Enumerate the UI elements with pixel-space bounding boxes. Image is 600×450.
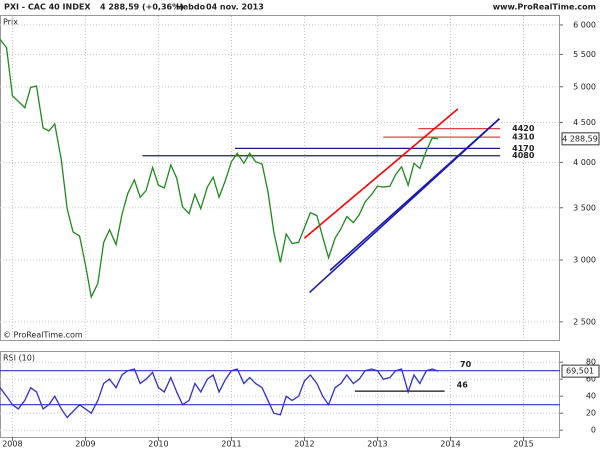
series-line bbox=[0, 368, 439, 419]
level-label: 4080 bbox=[512, 151, 535, 160]
series-line bbox=[0, 38, 439, 300]
last-value-box bbox=[561, 132, 600, 146]
y-tick-label: 5 500 bbox=[573, 50, 596, 59]
symbol: PXI - CAC 40 INDEX bbox=[4, 3, 91, 12]
x-tick-label: 2014 bbox=[440, 440, 460, 449]
y-tick-label: 5 000 bbox=[573, 82, 596, 91]
last-value-label: 4 288,59 bbox=[562, 134, 598, 143]
level-label: 4170 bbox=[512, 144, 535, 153]
footer: © ProRealTime.com bbox=[3, 331, 83, 340]
y-tick-label: 3 500 bbox=[573, 203, 596, 212]
y-tick-label: 80 bbox=[586, 358, 596, 367]
x-tick-label: 2011 bbox=[221, 440, 241, 449]
level-label: 70 bbox=[460, 360, 472, 369]
level-label: 46 bbox=[457, 381, 469, 390]
y-tick-label: 20 bbox=[586, 409, 596, 418]
y-tick-label: 40 bbox=[586, 392, 596, 401]
x-tick-label: 2009 bbox=[75, 440, 95, 449]
quote: 4 288,59 (+0,36%) bbox=[100, 3, 184, 12]
y-tick-label: 4 000 bbox=[573, 158, 596, 167]
y-tick-label: 0 bbox=[591, 426, 596, 435]
date: 04 nov. 2013 bbox=[206, 3, 264, 12]
x-tick-label: 2010 bbox=[148, 440, 168, 449]
level-label: 4310 bbox=[512, 133, 535, 142]
last-value-box bbox=[561, 364, 600, 378]
period: Hebdo bbox=[176, 3, 206, 12]
y-tick-label: 4 500 bbox=[573, 118, 596, 127]
y-tick-label: 6 000 bbox=[573, 20, 596, 29]
panel-title: RSI (10) bbox=[3, 354, 35, 363]
trendline bbox=[329, 118, 500, 271]
level-label: 4420 bbox=[512, 124, 535, 133]
rsi-panel bbox=[0, 351, 560, 438]
site: www.ProRealTime.com bbox=[493, 3, 596, 12]
panel-title: Prix bbox=[3, 18, 18, 27]
y-tick-label: 3 000 bbox=[573, 256, 596, 265]
y-tick-label: 60 bbox=[586, 375, 596, 384]
x-tick-label: 2012 bbox=[294, 440, 314, 449]
trendline bbox=[303, 108, 459, 239]
x-tick-label: 2008 bbox=[2, 440, 22, 449]
price-panel bbox=[0, 15, 560, 341]
x-tick-label: 2013 bbox=[367, 440, 387, 449]
y-tick-label: 2 500 bbox=[573, 317, 596, 326]
last-value-label: 69,501 bbox=[566, 367, 594, 376]
x-tick-label: 2015 bbox=[513, 440, 533, 449]
